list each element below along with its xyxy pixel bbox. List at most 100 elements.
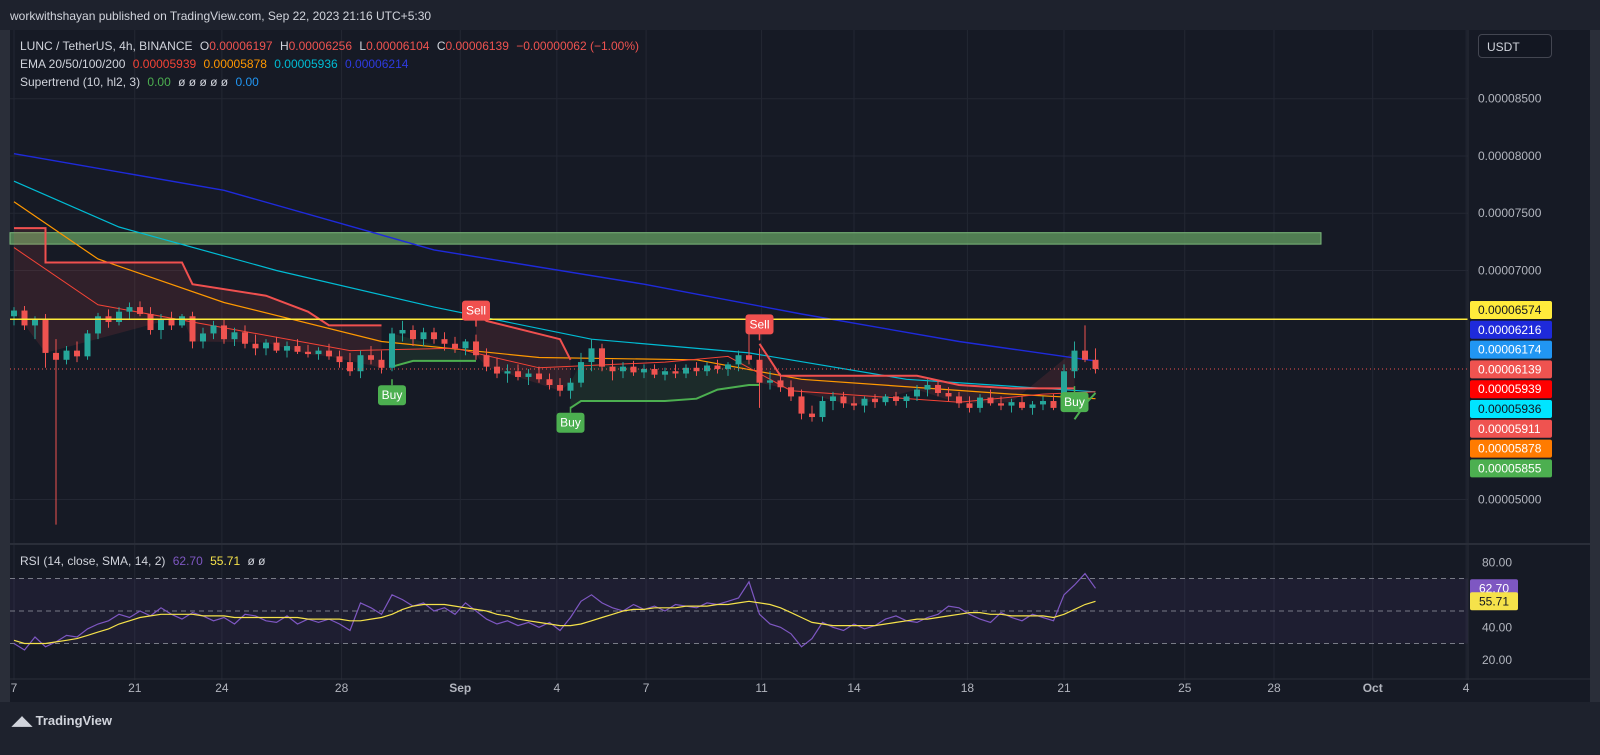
signal-box-2 — [556, 412, 585, 433]
candle-body-59 — [630, 366, 637, 373]
signal-box-1 — [462, 300, 490, 321]
candle-body-100 — [1061, 371, 1067, 408]
candle-body-20 — [221, 325, 227, 340]
publisher-text: workwithshayan published on TradingView.… — [10, 9, 432, 23]
candle-body-57 — [609, 366, 616, 372]
supertrend-up2-line — [569, 384, 760, 409]
price-label-4: 0.00005939 — [1478, 382, 1542, 396]
supertrend-label: Supertrend (10, hl2, 3) — [20, 75, 141, 89]
price-label-box-4 — [1470, 380, 1552, 399]
low-label: L — [359, 39, 367, 53]
candle-body-67 — [714, 365, 721, 369]
candle-body-82 — [872, 398, 878, 403]
time-tick-10: 21 — [1057, 681, 1071, 695]
price-axis: 0.00008500 0.00008000 0.00007500 0.00007000… — [1467, 30, 1542, 680]
candle-body-53 — [567, 382, 574, 391]
price-label-box-5 — [1470, 400, 1552, 418]
candle-body-38 — [410, 330, 416, 340]
candle-body-48 — [515, 371, 521, 377]
time-axis: 7 21 24 28 Sep 4 7 11 14 18 21 25 28 Oct 4 — [10, 678, 1590, 695]
ema100-value: 0.00005936 — [274, 57, 338, 71]
candle-body-101 — [1071, 350, 1078, 372]
candle-body-62 — [662, 371, 668, 375]
candle-body-41 — [441, 339, 448, 344]
candle-body-39 — [420, 332, 427, 340]
price-tick-4: 0.00005000 — [1478, 492, 1542, 506]
time-tick-2: 24 — [215, 681, 229, 695]
candle-body-17 — [189, 316, 196, 342]
candle-body-61 — [651, 368, 658, 375]
ema20-value: 0.00005939 — [132, 57, 197, 71]
supply-zone — [9, 232, 1322, 245]
candle-body-36 — [389, 333, 395, 368]
candle-body-45 — [483, 355, 490, 367]
footer-bar: ◢◣ TradingView — [0, 702, 1600, 755]
candle-body-1 — [21, 310, 28, 326]
time-tick-9: 18 — [961, 681, 975, 695]
price-label-box-7 — [1470, 439, 1552, 458]
candle-body-60 — [641, 368, 647, 373]
rsi-sma-line — [13, 600, 1096, 645]
time-tick-13: Oct — [1363, 681, 1383, 695]
supertrend-value2: 0.00 — [235, 75, 259, 89]
candle-body-14 — [158, 318, 164, 331]
ema200-value: 0.00006214 — [345, 57, 409, 71]
candle-body-52 — [557, 384, 563, 391]
candle-body-21 — [231, 332, 238, 340]
time-tick-14: 4 — [1463, 681, 1470, 695]
supertrend-legend: Supertrend (10, hl2, 3) 0.00 ø ø ø ø ø 0… — [20, 75, 263, 89]
price-label-3: 0.00006139 — [1478, 362, 1542, 376]
candle-body-44 — [473, 341, 479, 356]
close-label: C — [436, 39, 446, 53]
candle-body-43 — [462, 341, 469, 349]
time-tick-4: Sep — [449, 681, 471, 695]
candle-body-92 — [977, 397, 983, 408]
candle-body-84 — [893, 396, 899, 402]
candle-body-93 — [987, 397, 994, 404]
candle-body-68 — [725, 364, 731, 369]
currency-selector[interactable]: USDT — [1478, 34, 1552, 58]
candle-body-37 — [399, 330, 406, 334]
candle-body-30 — [326, 350, 332, 357]
supertrend-fill-down-2 — [476, 312, 571, 391]
signal-label-0: Buy — [382, 388, 403, 402]
candle-body-6 — [74, 350, 80, 357]
candle-body-31 — [336, 356, 343, 363]
time-tick-8: 14 — [847, 681, 861, 695]
candle-body-66 — [704, 365, 710, 372]
candle-body-86 — [914, 389, 920, 397]
price-label-box-6 — [1470, 419, 1552, 438]
price-labels: 0.00006574 0.00006216 0.00006174 0.00006139… — [1470, 301, 1552, 478]
candle-body-71 — [756, 359, 763, 383]
rsi-line — [13, 572, 1096, 651]
supertrend-dots: ø ø ø ø ø — [178, 75, 229, 89]
signal-label-3: Sell — [749, 317, 769, 331]
candle-body-64 — [683, 367, 689, 374]
candle-body-83 — [882, 396, 889, 403]
candle-body-56 — [599, 348, 605, 367]
candle-body-65 — [693, 367, 700, 372]
change-value: −0.00000062 (−1.00%) — [516, 39, 639, 53]
candle-body-3 — [42, 319, 49, 353]
candle-body-73 — [777, 380, 784, 388]
signal-markers: Buy Sell Buy Sell Buy — [378, 300, 1089, 433]
candle-body-94 — [998, 403, 1004, 406]
candle-body-80 — [851, 403, 857, 406]
candle-body-47 — [504, 371, 511, 374]
candle-body-11 — [126, 307, 133, 312]
signal-box-0 — [378, 385, 406, 406]
supertrend-value1: 0.00 — [147, 75, 171, 89]
candle-body-75 — [798, 396, 805, 414]
chart-area[interactable] — [10, 30, 1590, 702]
signal-label-1: Sell — [466, 304, 486, 318]
candle-body-13 — [147, 313, 154, 331]
candle-body-70 — [746, 355, 752, 360]
candle-body-18 — [200, 333, 206, 342]
candle-body-103 — [1092, 359, 1099, 369]
ema50-value: 0.00005878 — [203, 57, 267, 71]
candle-body-22 — [242, 332, 248, 344]
candle-body-98 — [1040, 401, 1046, 405]
time-tick-6: 7 — [643, 681, 650, 695]
candle-body-10 — [116, 311, 122, 322]
